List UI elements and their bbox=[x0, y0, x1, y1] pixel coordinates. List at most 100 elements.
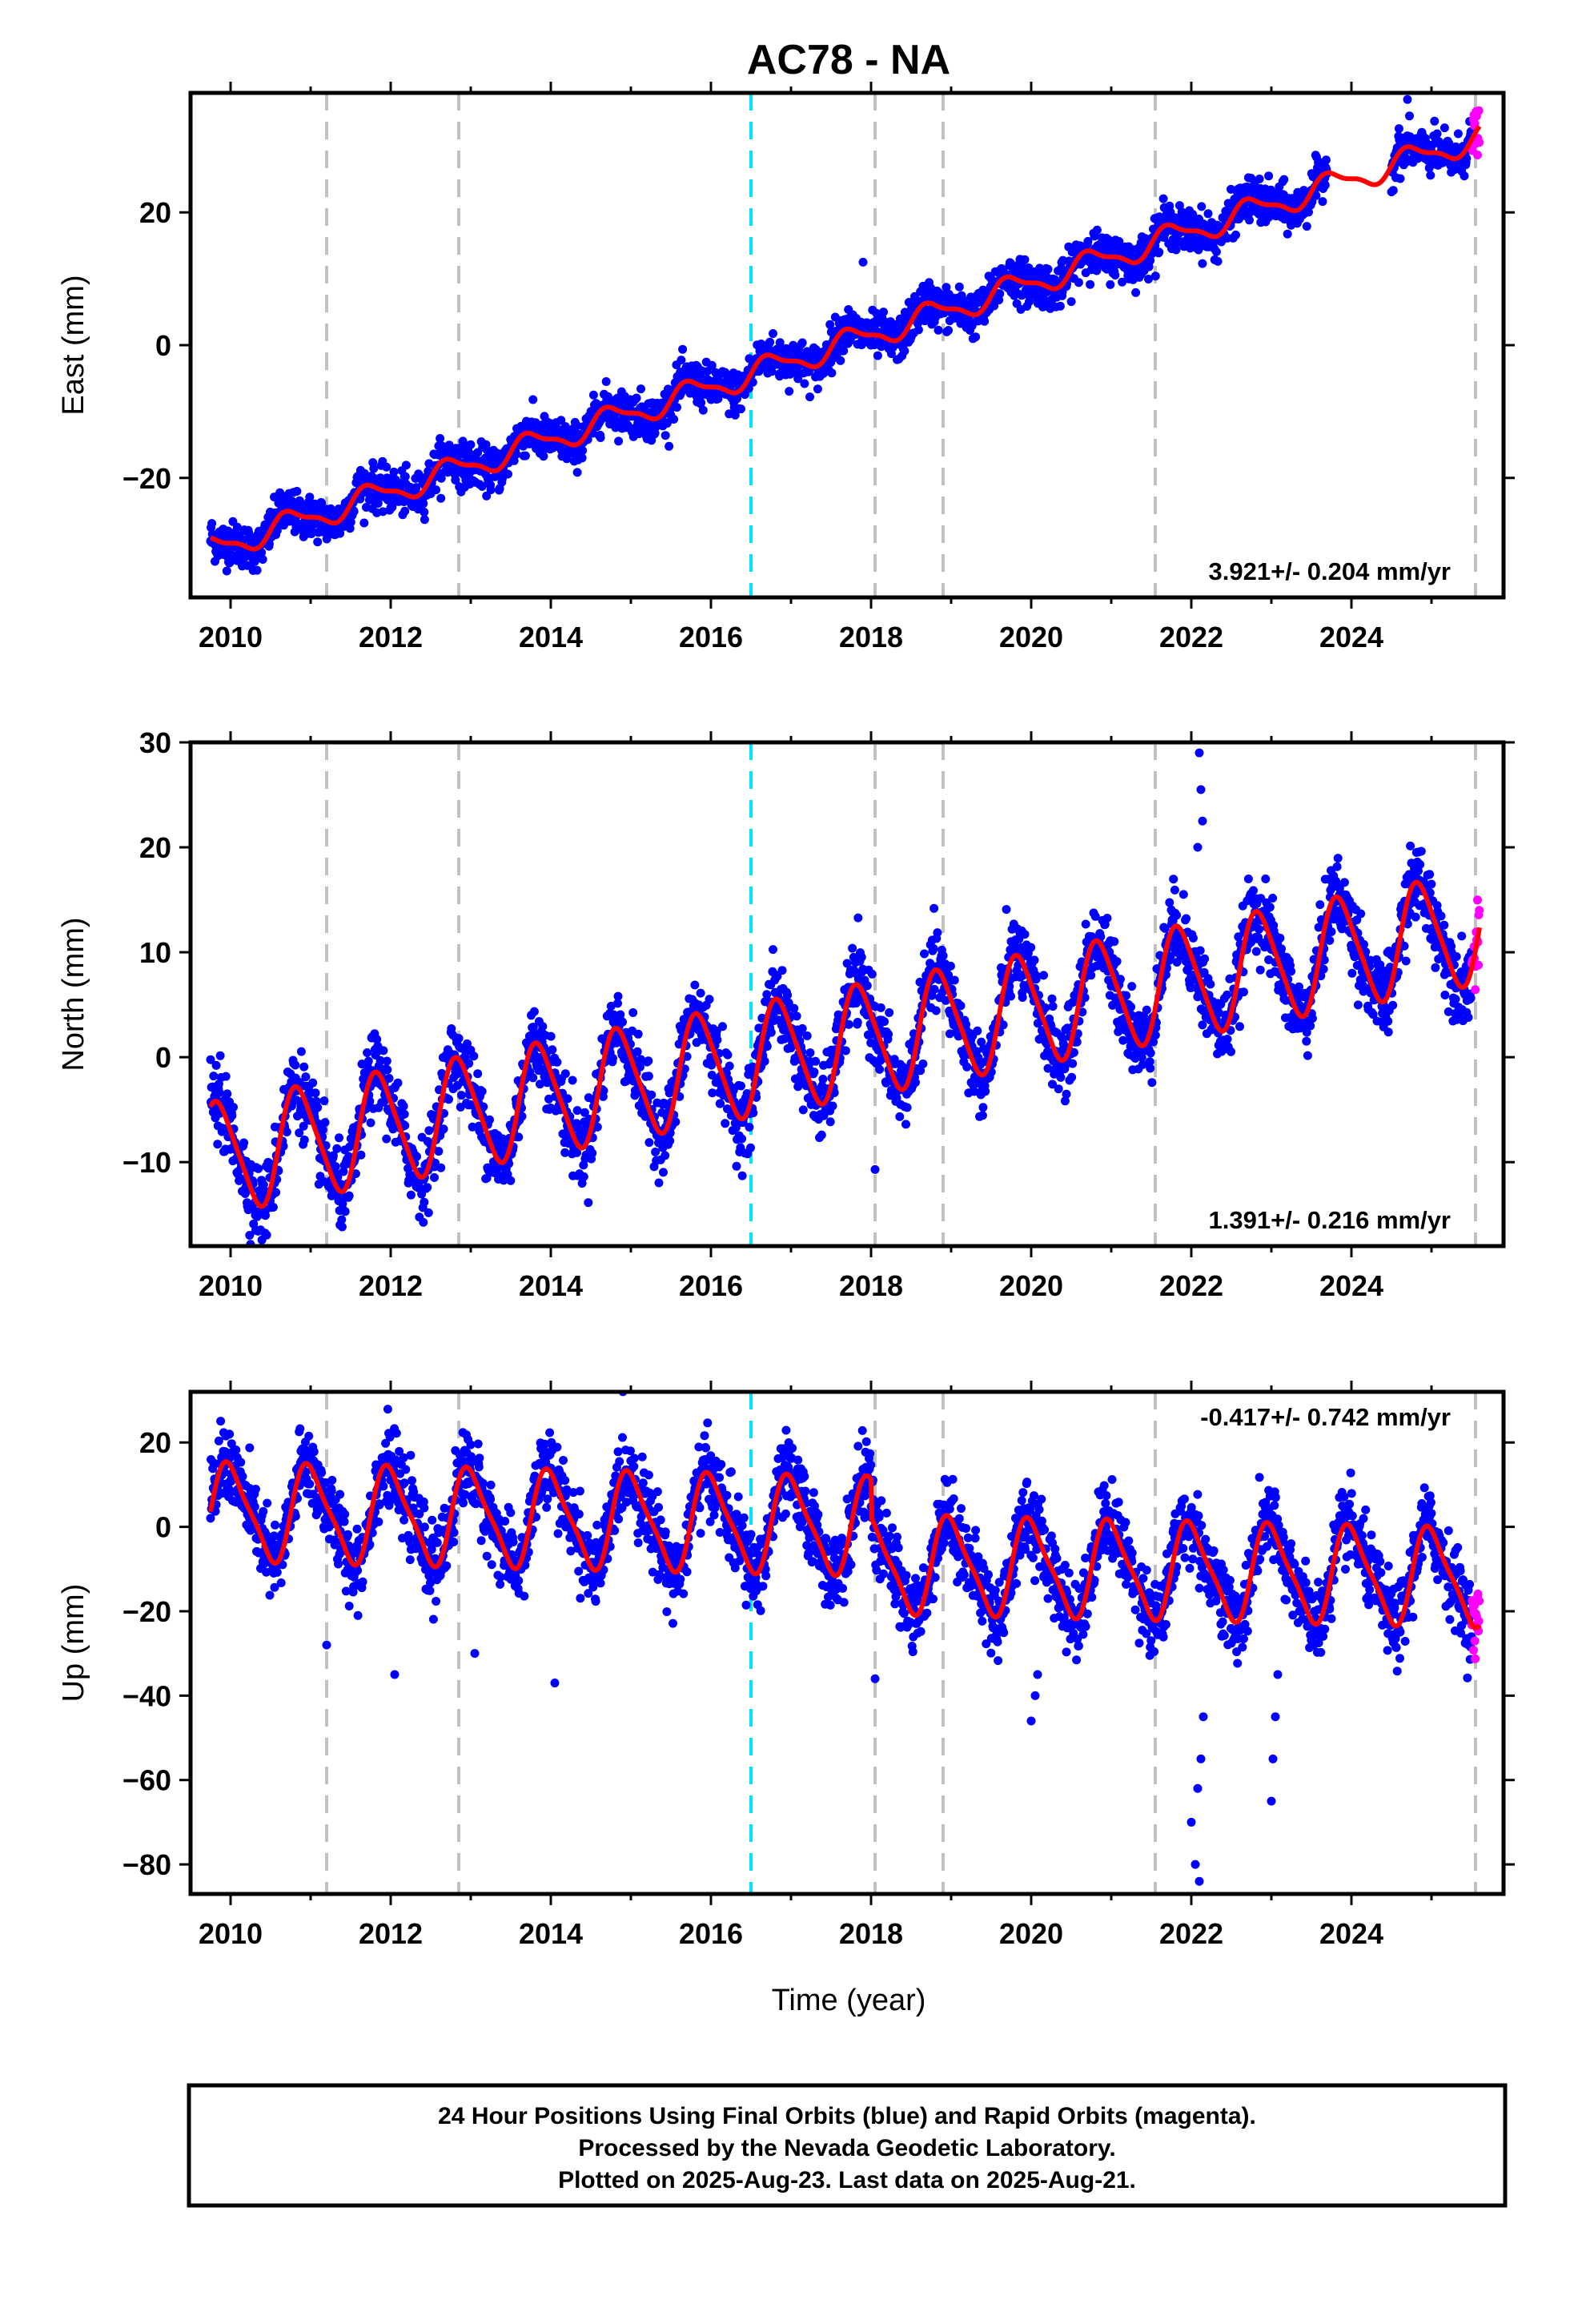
final-orbit-point bbox=[546, 1031, 556, 1041]
final-orbit-point bbox=[644, 1138, 654, 1148]
final-orbit-point bbox=[857, 952, 866, 962]
final-orbit-point bbox=[548, 1045, 557, 1055]
final-orbit-point bbox=[562, 454, 572, 464]
final-orbit-point bbox=[918, 1059, 928, 1068]
final-orbit-point bbox=[817, 1130, 826, 1140]
final-orbit-point bbox=[578, 446, 588, 456]
final-orbit-point bbox=[1127, 982, 1137, 991]
final-orbit-point bbox=[307, 527, 317, 537]
final-orbit-point bbox=[301, 1072, 311, 1082]
final-orbit-point bbox=[400, 506, 410, 516]
final-orbit-point bbox=[520, 451, 530, 460]
final-orbit-point bbox=[1056, 1072, 1066, 1082]
final-orbit-point bbox=[732, 1161, 741, 1171]
final-orbit-point bbox=[875, 1064, 885, 1074]
final-orbit-point bbox=[272, 526, 282, 535]
final-orbit-point bbox=[439, 1124, 448, 1134]
final-orbit-point bbox=[401, 460, 411, 470]
final-orbit-point bbox=[379, 1046, 388, 1055]
final-orbit-point bbox=[946, 961, 955, 971]
final-orbit-point bbox=[613, 991, 623, 1001]
final-orbit-point bbox=[245, 1231, 255, 1240]
final-orbit-point bbox=[1158, 194, 1168, 203]
final-orbit-point bbox=[827, 368, 837, 378]
final-orbit-point bbox=[836, 356, 845, 365]
final-orbit-point bbox=[1020, 255, 1030, 264]
final-orbit-point bbox=[383, 1065, 392, 1075]
final-orbit-point bbox=[473, 1069, 483, 1079]
final-orbit-point bbox=[299, 1135, 309, 1144]
final-orbit-point bbox=[299, 1121, 308, 1131]
final-orbit-point bbox=[389, 467, 399, 476]
final-orbit-point bbox=[529, 1007, 539, 1016]
final-orbit-point bbox=[1211, 247, 1221, 256]
final-orbit-point bbox=[1018, 993, 1027, 1002]
rapid-orbit-point bbox=[1475, 138, 1484, 147]
final-orbit-point bbox=[479, 1102, 488, 1112]
final-orbit-point bbox=[229, 1103, 238, 1112]
final-orbit-point bbox=[934, 325, 943, 335]
final-orbit-point bbox=[737, 1171, 747, 1180]
final-orbit-point bbox=[485, 1115, 494, 1124]
final-orbit-point bbox=[468, 1122, 477, 1132]
final-orbit-point bbox=[313, 1103, 323, 1112]
final-orbit-point bbox=[332, 1144, 342, 1153]
final-orbit-point bbox=[299, 1062, 309, 1072]
final-orbit-point bbox=[938, 951, 948, 960]
final-orbit-point bbox=[282, 1128, 291, 1136]
final-orbit-point bbox=[596, 433, 605, 442]
final-orbit-point bbox=[716, 1099, 725, 1108]
final-orbit-point bbox=[444, 1095, 453, 1104]
final-orbit-point bbox=[671, 1117, 681, 1127]
final-orbit-point bbox=[356, 1150, 366, 1160]
final-orbit-point bbox=[746, 1143, 755, 1152]
final-orbit-point bbox=[207, 519, 217, 529]
final-orbit-point bbox=[222, 566, 231, 576]
final-orbit-point bbox=[661, 1151, 670, 1160]
final-orbit-point bbox=[723, 1050, 733, 1059]
final-orbit-point bbox=[577, 453, 587, 463]
final-orbit-point bbox=[1047, 994, 1057, 1003]
final-orbit-point bbox=[895, 314, 905, 324]
final-orbit-point bbox=[419, 499, 428, 509]
final-orbit-point bbox=[1106, 279, 1115, 289]
final-orbit-point bbox=[1086, 971, 1096, 980]
final-orbit-point bbox=[259, 1180, 268, 1189]
final-orbit-point bbox=[978, 1103, 988, 1112]
final-orbit-point bbox=[469, 1051, 479, 1061]
final-orbit-point bbox=[1430, 116, 1439, 126]
final-orbit-point bbox=[311, 1088, 320, 1098]
final-orbit-point bbox=[1311, 191, 1321, 200]
final-orbit-point bbox=[614, 436, 624, 446]
final-orbit-point bbox=[895, 1112, 905, 1121]
final-orbit-point bbox=[359, 518, 369, 528]
north-panel: 2010 2012 2014 2016 2018 2020 2022 2024−1001020… bbox=[57, 726, 1515, 1302]
final-orbit-point bbox=[384, 1074, 394, 1083]
final-orbit-point bbox=[406, 1190, 416, 1200]
final-orbit-point bbox=[665, 441, 674, 451]
final-orbit-point bbox=[730, 410, 740, 420]
chart-title: AC78 - NA bbox=[747, 37, 950, 83]
final-orbit-point bbox=[1035, 263, 1045, 273]
x-tick-label: 2020 bbox=[999, 621, 1063, 653]
final-orbit-point bbox=[647, 1090, 656, 1100]
final-orbit-point bbox=[211, 1060, 221, 1070]
final-orbit-point bbox=[902, 1103, 912, 1112]
final-orbit-point bbox=[1030, 955, 1039, 965]
final-orbit-point bbox=[825, 320, 835, 329]
final-orbit-point bbox=[560, 1148, 570, 1157]
final-orbit-point bbox=[1304, 207, 1313, 217]
final-orbit-point bbox=[1279, 175, 1289, 184]
final-orbit-point bbox=[331, 1162, 340, 1172]
final-orbit-point bbox=[809, 1068, 819, 1077]
final-orbit-point bbox=[335, 1133, 343, 1143]
final-orbit-point bbox=[420, 1197, 429, 1207]
final-orbit-point bbox=[584, 1198, 593, 1208]
final-orbit-point bbox=[920, 949, 929, 959]
final-orbit-point bbox=[876, 1003, 885, 1012]
final-orbit-point bbox=[942, 283, 951, 292]
x-tick-label: 2010 bbox=[199, 621, 263, 653]
final-orbit-point bbox=[1426, 171, 1435, 180]
final-orbit-point bbox=[313, 537, 323, 547]
final-orbit-point bbox=[400, 1121, 410, 1130]
